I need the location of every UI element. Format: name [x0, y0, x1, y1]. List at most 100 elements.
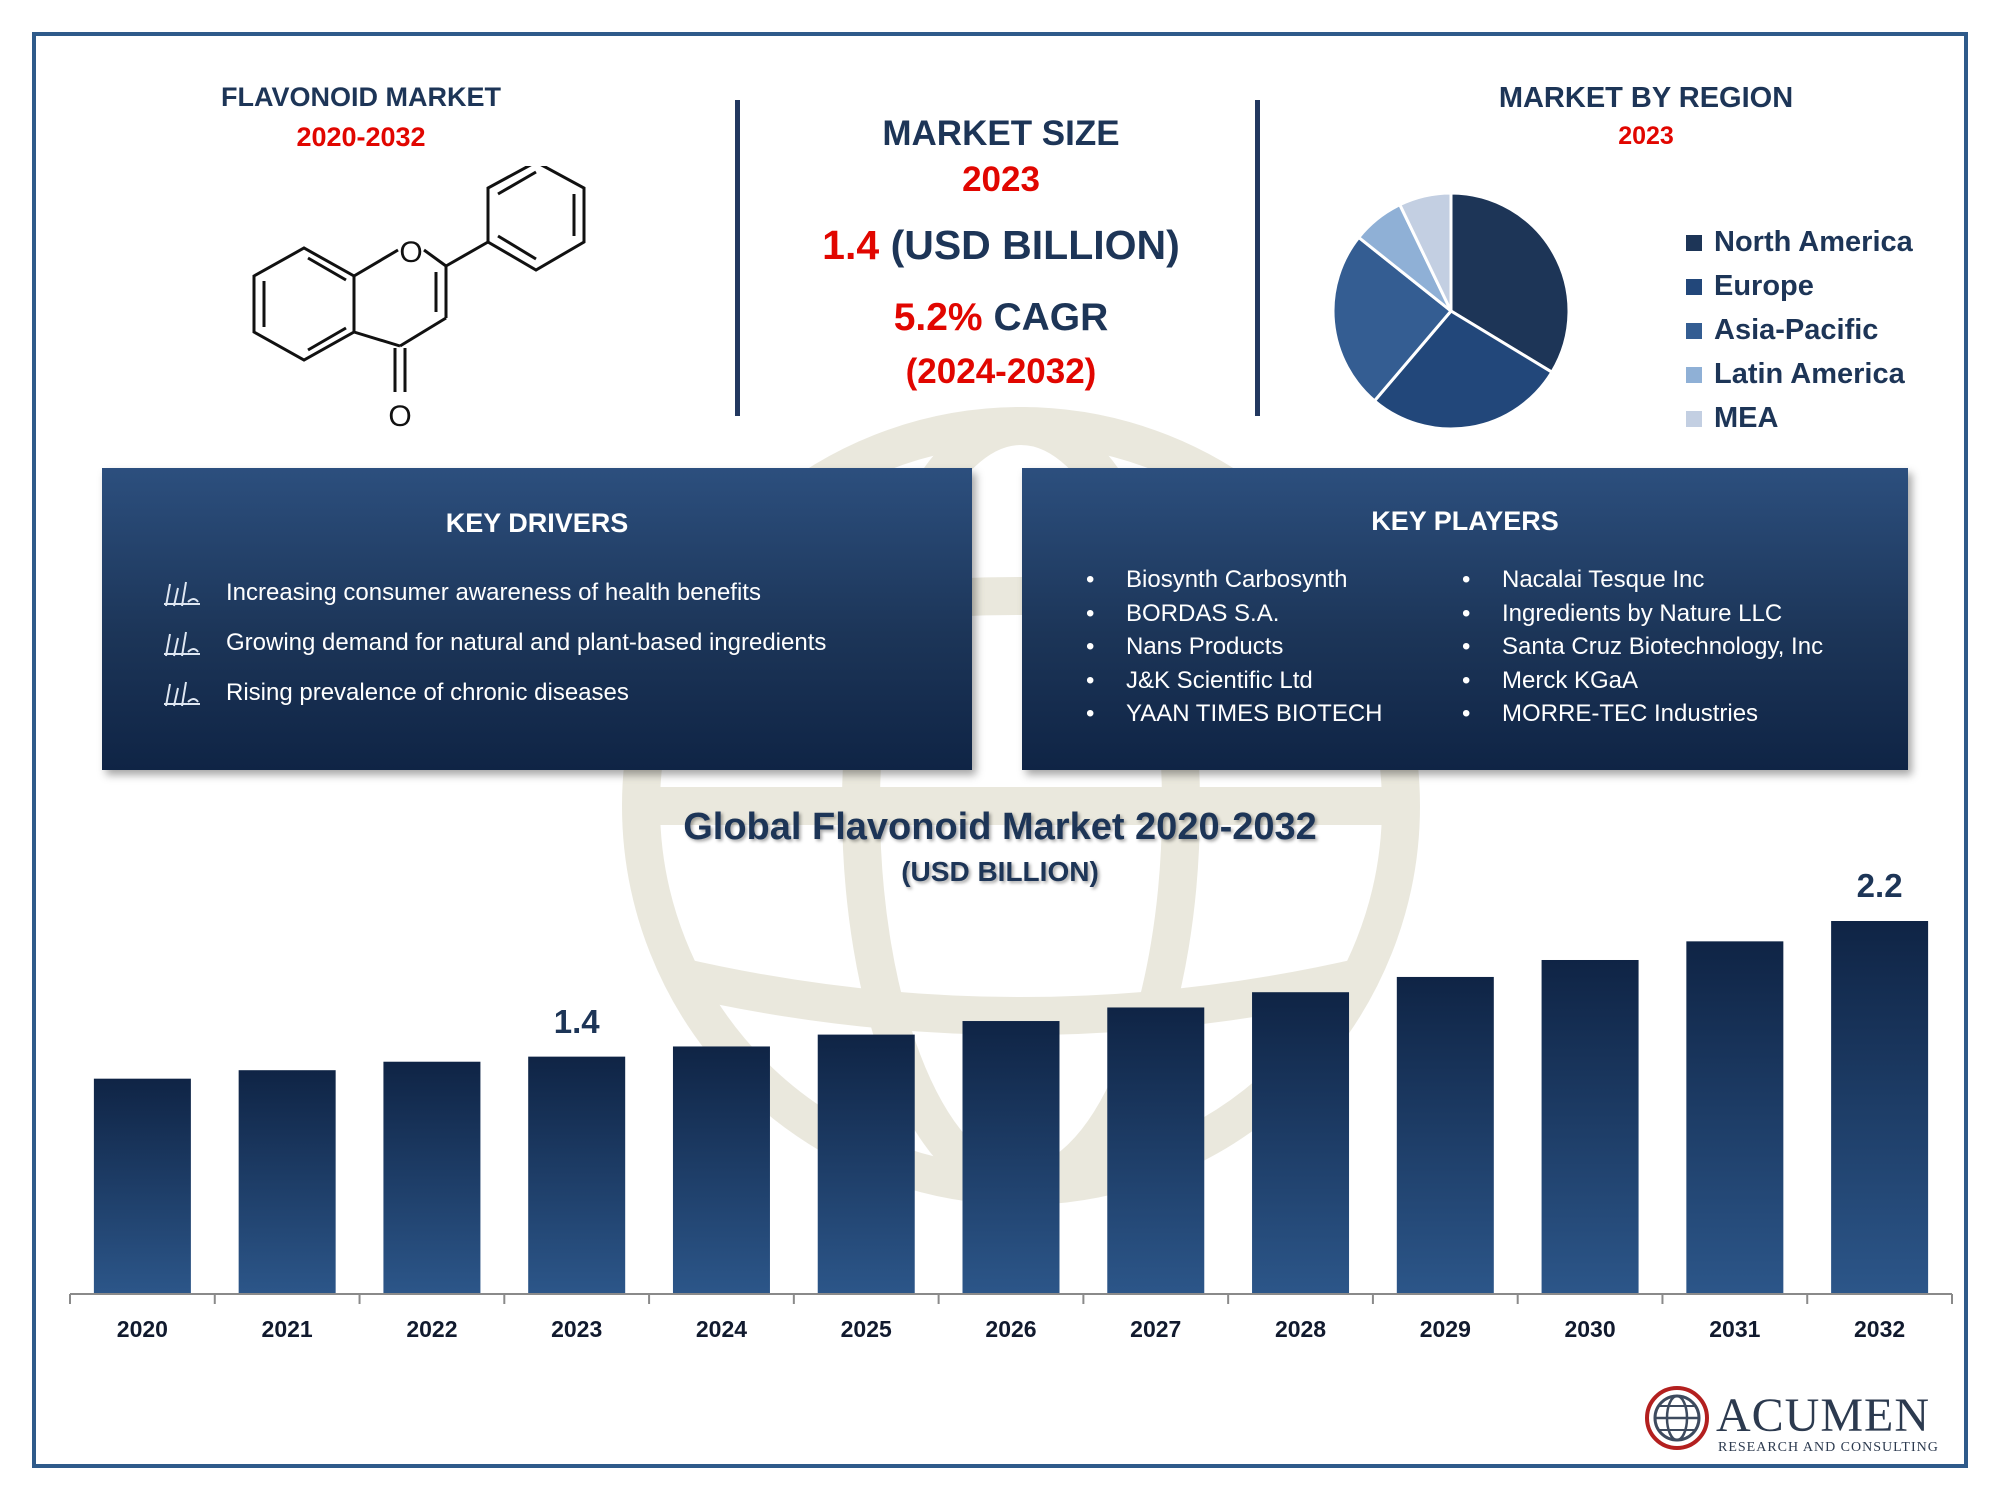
divider-left	[735, 100, 740, 416]
legend-label: Asia-Pacific	[1714, 314, 1879, 346]
bar-2021	[238, 1070, 336, 1294]
cagr-line: 5.2% CAGR	[736, 296, 1266, 340]
market-size-title: MARKET SIZE	[882, 114, 1120, 153]
x-tick-label-2030: 2030	[1564, 1316, 1616, 1342]
player-item: • Nacalai Tesque Inc	[1462, 566, 1704, 594]
legend-label: Europe	[1714, 270, 1814, 302]
bullet-icon: •	[1086, 566, 1095, 593]
pie-slice-asia-pacific	[1331, 235, 1454, 403]
bar-chart	[69, 921, 1953, 1304]
player-name: Nacalai Tesque Inc	[1502, 566, 1705, 593]
legend-item-mea: MEA	[1686, 402, 1778, 435]
bullet-icon: •	[1086, 599, 1095, 627]
logo-tagline: RESEARCH AND CONSULTING	[1718, 1440, 1939, 1455]
infographic-frame: FLAVONOID MARKET 2020-2032 O	[32, 32, 1968, 1468]
flavone-molecule-icon: O O	[252, 166, 586, 433]
player-name: MORRE-TEC Industries	[1502, 700, 1759, 727]
driver-text: Growing demand for natural and plant-bas…	[226, 629, 827, 656]
bar-2031	[1686, 941, 1784, 1294]
market-size-unit: (USD BILLION)	[890, 222, 1180, 268]
acumen-globe-logo-icon	[1645, 1386, 1709, 1450]
x-tick-label-2025: 2025	[840, 1316, 892, 1342]
driver-item: Growing demand for natural and plant-bas…	[162, 628, 826, 658]
player-item: • Nans Products	[1086, 633, 1283, 661]
legend-item-north-america: North America	[1686, 226, 1913, 259]
player-item: • Merck KGaA	[1462, 667, 1638, 695]
player-item: • MORRE-TEC Industries	[1462, 700, 1758, 728]
bullet-icon: •	[1086, 633, 1095, 660]
bar-2022	[383, 1061, 481, 1294]
bullet-icon: •	[1462, 633, 1471, 660]
x-tick-label-2028: 2028	[1274, 1316, 1327, 1342]
region-pie-chart	[1331, 191, 1571, 431]
bullet-icon: •	[1086, 700, 1095, 727]
bar-2020	[93, 1078, 191, 1294]
left-header-title: FLAVONOID MARKET	[221, 82, 501, 112]
bullet-icon: •	[1462, 666, 1471, 694]
region-title: MARKET BY REGION	[1498, 82, 1794, 114]
player-name: Biosynth Carbosynth	[1126, 566, 1348, 593]
pie-slice-europe	[1372, 309, 1554, 431]
growth-chart-icon	[164, 631, 200, 657]
bullet-icon: •	[1462, 599, 1471, 627]
legend-swatch	[1686, 278, 1702, 295]
cagr-label: CAGR	[993, 296, 1109, 339]
legend-item-latin-america: Latin America	[1686, 358, 1905, 391]
bar-2026	[962, 1021, 1060, 1294]
growth-chart-icon	[164, 681, 200, 707]
bar-2024	[672, 1046, 770, 1294]
left-header-years: 2020-2032	[296, 122, 426, 152]
x-tick-label-2021: 2021	[261, 1316, 313, 1342]
market-size-value: 1.4	[822, 222, 880, 268]
player-name: Merck KGaA	[1502, 666, 1639, 694]
player-name: YAAN TIMES BIOTECH	[1126, 700, 1383, 727]
player-item: • BORDAS S.A.	[1086, 600, 1279, 628]
x-tick-label-2027: 2027	[1130, 1316, 1182, 1342]
bar-2028	[1252, 992, 1350, 1294]
x-tick-label-2020: 2020	[116, 1316, 168, 1342]
logo-name: ACUMEN	[1716, 1389, 1931, 1442]
player-name: J&K Scientific Ltd	[1126, 666, 1313, 694]
bar-2025	[817, 1034, 915, 1294]
bullet-icon: •	[1462, 566, 1471, 593]
x-tick-label-2026: 2026	[985, 1316, 1037, 1342]
bar-2027	[1107, 1007, 1205, 1294]
bullet-icon: •	[1086, 666, 1095, 694]
divider-right	[1255, 100, 1260, 416]
legend-swatch	[1686, 322, 1702, 339]
driver-text: Rising prevalence of chronic diseases	[226, 679, 629, 706]
bar-chart-subtitle: (USD BILLION)	[901, 856, 1099, 887]
player-name: Nans Products	[1126, 633, 1284, 660]
player-item: • J&K Scientific Ltd	[1086, 667, 1313, 695]
cagr-period: (2024-2032)	[905, 352, 1097, 391]
legend-label: Latin America	[1714, 358, 1905, 390]
key-drivers-panel: KEY DRIVERS Increasing consumer awarenes…	[102, 468, 972, 770]
x-tick-label-2032: 2032	[1854, 1316, 1906, 1342]
x-tick-label-2024: 2024	[695, 1316, 748, 1342]
player-item: • Ingredients by Nature LLC	[1462, 600, 1782, 628]
player-item: • YAAN TIMES BIOTECH	[1086, 700, 1383, 728]
x-tick-label-2023: 2023	[551, 1316, 603, 1342]
driver-text: Increasing consumer awareness of health …	[226, 579, 761, 606]
legend-label: North America	[1714, 226, 1913, 258]
driver-item: Rising prevalence of chronic diseases	[162, 678, 629, 708]
key-players-title: KEY PLAYERS	[1371, 506, 1559, 536]
region-year: 2023	[1618, 122, 1674, 150]
pie-slice-mea	[1397, 191, 1453, 312]
legend-item-europe: Europe	[1686, 270, 1814, 303]
player-item: • Santa Cruz Biotechnology, Inc	[1462, 633, 1823, 661]
legend-swatch	[1686, 234, 1702, 251]
legend-swatch	[1686, 410, 1702, 427]
x-tick-label-2029: 2029	[1419, 1316, 1471, 1342]
player-item: • Biosynth Carbosynth	[1086, 566, 1347, 594]
bar-2030	[1541, 959, 1639, 1294]
bar-2029	[1396, 976, 1494, 1294]
bullet-icon: •	[1462, 700, 1471, 727]
player-name: BORDAS S.A.	[1126, 599, 1280, 627]
data-label-2032: 2.2	[1856, 867, 1903, 904]
x-tick-label-2022: 2022	[406, 1316, 458, 1342]
bar-2032	[1831, 921, 1929, 1294]
player-name: Ingredients by Nature LLC	[1502, 599, 1783, 627]
data-label-2023: 1.4	[553, 1002, 600, 1040]
legend-item-asia-pacific: Asia-Pacific	[1686, 314, 1878, 347]
